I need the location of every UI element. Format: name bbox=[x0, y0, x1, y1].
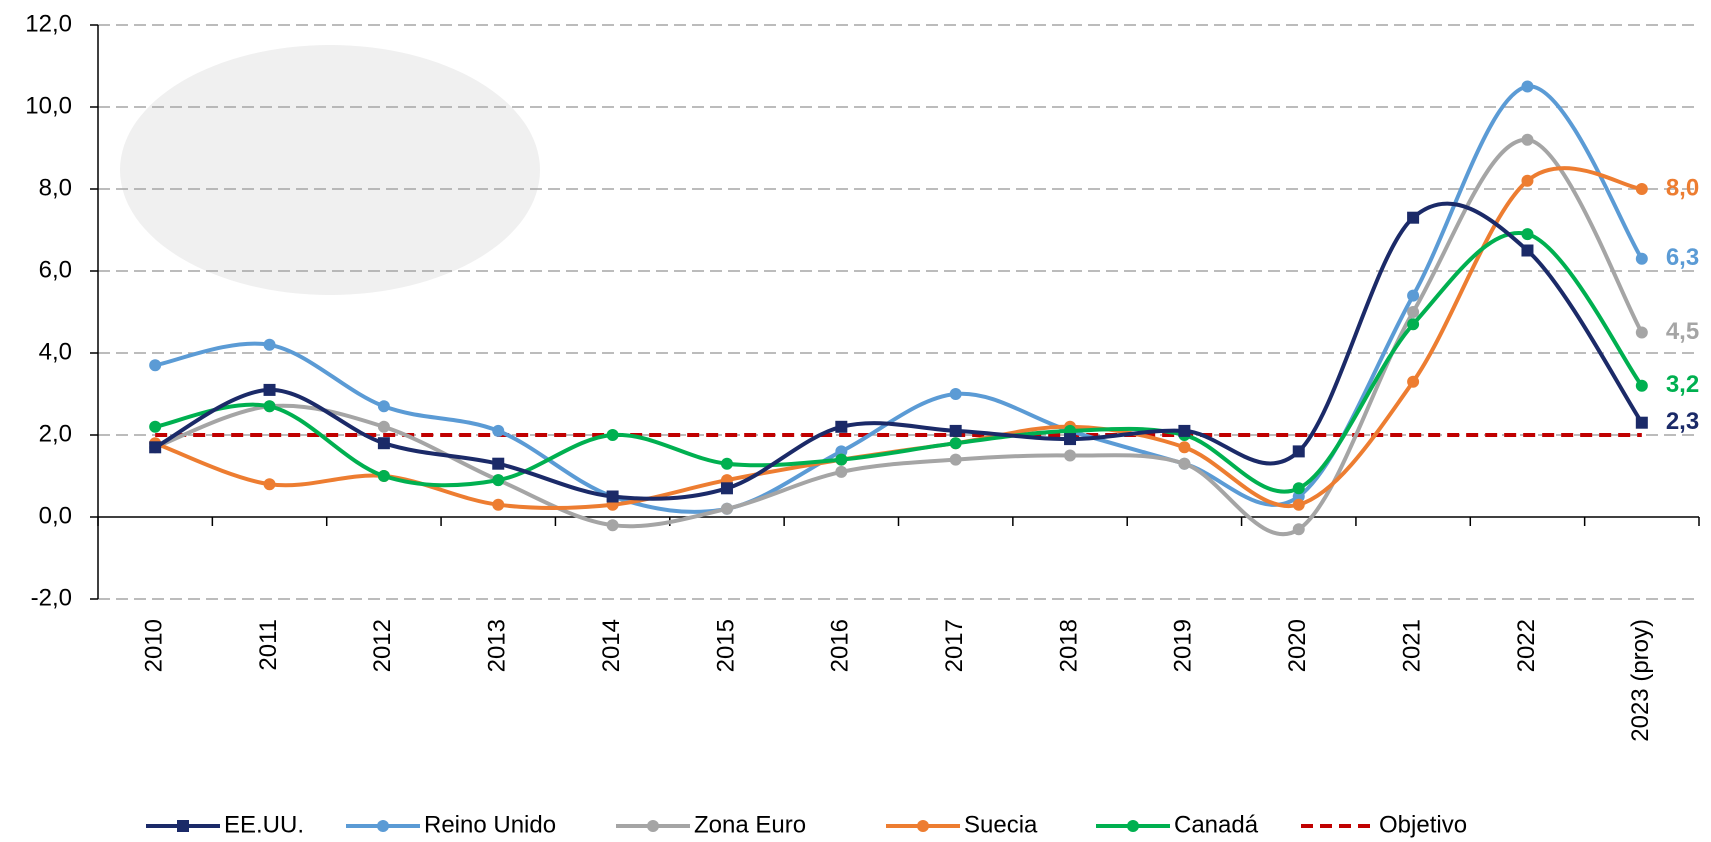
marker bbox=[1636, 417, 1648, 429]
marker bbox=[1178, 425, 1190, 437]
y-tick-label: 8,0 bbox=[39, 174, 72, 201]
x-tick-label: 2011 bbox=[255, 619, 282, 671]
marker bbox=[1293, 445, 1305, 457]
marker bbox=[950, 437, 962, 449]
marker bbox=[950, 388, 962, 400]
marker bbox=[378, 470, 390, 482]
x-tick-label: 2012 bbox=[369, 619, 396, 672]
x-tick-label: 2010 bbox=[141, 619, 168, 672]
x-tick-label: 2013 bbox=[484, 619, 511, 672]
marker bbox=[492, 425, 504, 437]
marker bbox=[721, 458, 733, 470]
marker bbox=[1407, 212, 1419, 224]
x-tick-label: 2023 (proy) bbox=[1627, 619, 1654, 742]
marker bbox=[1521, 228, 1533, 240]
y-tick-label: 0,0 bbox=[39, 502, 72, 529]
marker bbox=[264, 478, 276, 490]
legend-label: Suecia bbox=[964, 811, 1038, 838]
legend-label: Objetivo bbox=[1379, 811, 1467, 838]
marker bbox=[149, 421, 161, 433]
value-label: 4,5 bbox=[1666, 318, 1699, 345]
marker bbox=[1293, 482, 1305, 494]
marker bbox=[1293, 523, 1305, 535]
marker bbox=[1407, 376, 1419, 388]
marker bbox=[1407, 318, 1419, 330]
x-tick-label: 2014 bbox=[598, 619, 625, 672]
marker bbox=[607, 429, 619, 441]
legend-marker bbox=[1127, 820, 1139, 832]
marker bbox=[1636, 327, 1648, 339]
marker bbox=[1636, 380, 1648, 392]
marker bbox=[1407, 306, 1419, 318]
x-tick-label: 2016 bbox=[827, 619, 854, 672]
marker bbox=[1178, 441, 1190, 453]
marker bbox=[492, 499, 504, 511]
x-tick-label: 2017 bbox=[941, 619, 968, 672]
marker bbox=[607, 519, 619, 531]
value-label: 3,2 bbox=[1666, 371, 1699, 398]
x-tick-label: 2021 bbox=[1398, 619, 1425, 672]
marker bbox=[149, 359, 161, 371]
marker bbox=[835, 454, 847, 466]
marker bbox=[492, 474, 504, 486]
x-tick-label: 2022 bbox=[1513, 619, 1540, 672]
marker bbox=[721, 482, 733, 494]
marker bbox=[1521, 175, 1533, 187]
marker bbox=[264, 339, 276, 351]
y-tick-label: 2,0 bbox=[39, 420, 72, 447]
value-label: 2,3 bbox=[1666, 408, 1699, 435]
chart: -2,0 0,0 2,0 4,0 6,0 8,0 10,0 12,0 2010 2011 2012 2… bbox=[0, 0, 1711, 842]
y-tick-label: 4,0 bbox=[39, 338, 72, 365]
marker bbox=[1064, 433, 1076, 445]
legend-label: EE.UU. bbox=[224, 811, 304, 838]
marker bbox=[835, 466, 847, 478]
legend-label: Zona Euro bbox=[694, 811, 806, 838]
value-label: 6,3 bbox=[1666, 244, 1699, 271]
marker bbox=[1178, 458, 1190, 470]
marker bbox=[1064, 450, 1076, 462]
marker bbox=[264, 384, 276, 396]
legend-marker bbox=[377, 820, 389, 832]
decor-image bbox=[120, 45, 540, 295]
legend-label: Canadá bbox=[1174, 811, 1259, 838]
value-label: 8,0 bbox=[1666, 174, 1699, 201]
marker bbox=[264, 400, 276, 412]
y-tick-label: 6,0 bbox=[39, 256, 72, 283]
marker bbox=[378, 421, 390, 433]
marker bbox=[721, 503, 733, 515]
y-tick-label: 10,0 bbox=[25, 92, 72, 119]
y-tick-label: 12,0 bbox=[25, 10, 72, 37]
marker bbox=[1636, 253, 1648, 265]
marker bbox=[1521, 134, 1533, 146]
legend-marker bbox=[917, 820, 929, 832]
marker bbox=[1521, 245, 1533, 257]
marker bbox=[492, 458, 504, 470]
marker bbox=[149, 441, 161, 453]
y-tick-label: -2,0 bbox=[31, 584, 72, 611]
marker bbox=[950, 454, 962, 466]
marker bbox=[378, 400, 390, 412]
marker bbox=[1407, 290, 1419, 302]
marker bbox=[1636, 183, 1648, 195]
legend-marker bbox=[647, 820, 659, 832]
marker bbox=[1521, 81, 1533, 93]
x-tick-label: 2019 bbox=[1170, 619, 1197, 672]
marker bbox=[835, 421, 847, 433]
marker bbox=[378, 437, 390, 449]
x-tick-label: 2018 bbox=[1055, 619, 1082, 672]
marker bbox=[607, 491, 619, 503]
marker bbox=[950, 425, 962, 437]
legend-marker bbox=[177, 820, 189, 832]
marker bbox=[1293, 499, 1305, 511]
x-tick-label: 2020 bbox=[1284, 619, 1311, 672]
legend-label: Reino Unido bbox=[424, 811, 556, 838]
x-tick-label: 2015 bbox=[712, 619, 739, 672]
